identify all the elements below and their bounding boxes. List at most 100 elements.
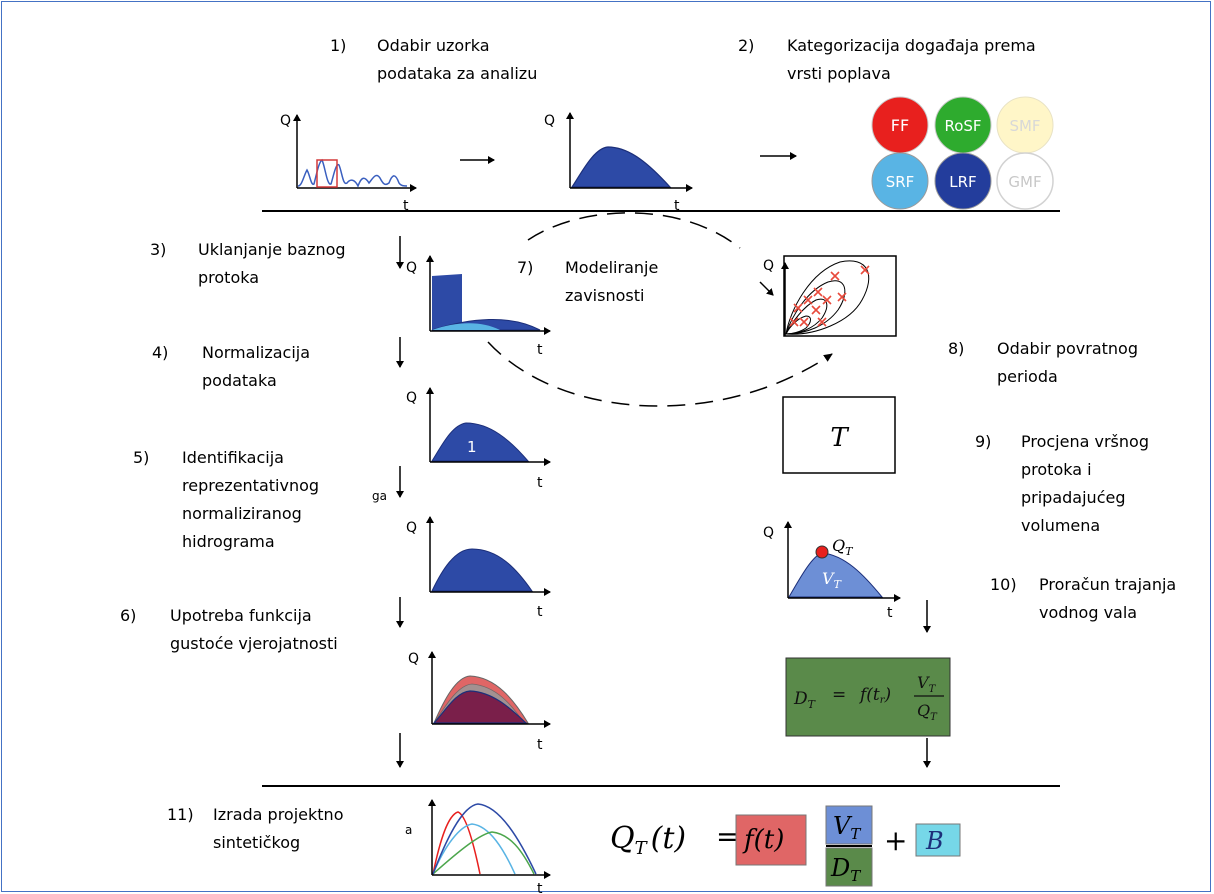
flood-type-gmf-label: GMF	[1008, 173, 1041, 191]
return-period-box: T	[782, 396, 896, 474]
step-8-number: 8)	[948, 339, 965, 358]
normalized-area-label: 1	[467, 438, 477, 456]
step-3-line-2: protoka	[198, 268, 260, 287]
flood-type-lrf: LRF	[934, 152, 992, 210]
duration-formula-eq: =	[832, 685, 846, 705]
fragment-a: a	[405, 823, 412, 837]
step-5-line-4: hidrograma	[182, 532, 275, 551]
step-3-line-1: Uklanjanje baznog	[198, 240, 346, 259]
flood-type-circles: FF RoSF SMF SRF LRF GMF	[871, 96, 1054, 210]
final-formula-den: DT	[830, 854, 861, 885]
step-10-number: 10)	[990, 575, 1017, 594]
dashed-arc-top	[527, 212, 741, 249]
synthetic-t-label: t	[537, 881, 543, 894]
duration-formula-den: QT	[917, 701, 938, 723]
step-5-line-1: Identifikacija	[182, 448, 284, 467]
step-11-line-2: sintetičkog	[213, 833, 301, 852]
pdf-chart: Q t	[408, 651, 551, 753]
step-10-line-2: vodnog vala	[1039, 603, 1138, 622]
peak-v-label: VT	[822, 569, 843, 591]
step-7-line-1: Modeliranje	[565, 258, 659, 277]
dashed-arc-bottom	[487, 341, 833, 407]
final-formula-lhs: QT (t)	[610, 821, 686, 859]
final-formula-f: f(t)	[742, 825, 784, 855]
representative-chart: Q t	[406, 516, 551, 620]
return-period-symbol: T	[830, 423, 849, 453]
step-9-line-2: protoka i	[1021, 460, 1092, 479]
peak-t-axis-label: t	[887, 605, 893, 621]
fragment-ga: ga	[372, 489, 387, 503]
step-1-number: 1)	[330, 36, 347, 55]
flood-type-ff-label: FF	[891, 116, 909, 135]
step-3-number: 3)	[150, 240, 167, 259]
step-4-label: Normalizacija podataka	[202, 339, 310, 395]
peak-q-label: QT	[832, 536, 854, 558]
flood-type-srf-label: SRF	[886, 173, 915, 191]
step-6-line-1: Upotreba funkcija	[170, 606, 312, 625]
final-formula-plus: +	[884, 824, 907, 857]
synthetic-hydrographs-chart: t	[428, 799, 551, 894]
raw-series-chart: Q t	[280, 113, 417, 214]
raw-t-label: t	[403, 198, 409, 214]
flood-type-rosf: RoSF	[934, 96, 992, 154]
step-9-number: 9)	[975, 432, 992, 451]
step-6-number: 6)	[120, 606, 137, 625]
duration-formula-lhs: DT	[793, 689, 817, 711]
event-q-label: Q	[544, 113, 555, 129]
step-2-number: 2)	[738, 36, 755, 55]
duration-formula-func: f(tr)	[858, 685, 891, 706]
peak-q-axis-label: Q	[763, 525, 774, 541]
flood-type-rosf-label: RoSF	[944, 117, 981, 135]
flood-type-smf: SMF	[996, 96, 1054, 154]
baseflow-chart: Q t	[406, 255, 551, 358]
step-4-line-2: podataka	[202, 371, 277, 390]
step-8-line-2: perioda	[997, 367, 1058, 386]
final-formula-b: B	[925, 827, 944, 855]
event-t-label: t	[674, 198, 680, 214]
representative-t-label: t	[537, 604, 543, 620]
peak-volume-chart: Q t QT VT	[763, 521, 901, 621]
step-6-label: Upotreba funkcija gustoće vjerojatnosti	[170, 602, 338, 658]
step-10-label: Proračun trajanja vodnog vala	[1039, 571, 1176, 627]
step-5-label: Identifikacija reprezentativnog normaliz…	[182, 444, 319, 556]
final-formula-num: VT	[833, 812, 861, 843]
step-11-line-1: Izrada projektno	[213, 805, 344, 824]
step-11-number: 11)	[167, 805, 194, 824]
duration-formula-box: DT = f(tr) VT QT	[785, 657, 951, 737]
step-7-line-2: zavisnosti	[565, 286, 645, 305]
copula-chart: Q	[759, 255, 897, 337]
copula-crosses	[789, 265, 870, 327]
step-9-line-3: pripadajućeg	[1021, 488, 1126, 507]
flood-type-ff: FF	[871, 96, 929, 154]
duration-formula-num: VT	[917, 673, 937, 695]
pdf-q-label: Q	[408, 651, 419, 667]
step-1-line-1: Odabir uzorka	[377, 36, 490, 55]
step-1-line-2: podataka za analizu	[377, 64, 538, 83]
step-2-label: Kategorizacija događaja prema vrsti popl…	[787, 32, 1036, 88]
baseflow-t-label: t	[537, 342, 543, 358]
step-9-line-4: volumena	[1021, 516, 1101, 535]
step-7-label: Modeliranje zavisnosti	[565, 254, 658, 310]
normalized-chart: Q t 1	[406, 387, 551, 491]
pdf-t-label: t	[537, 737, 543, 753]
copula-q-label: Q	[763, 258, 774, 274]
step-3-label: Uklanjanje baznog protoka	[198, 236, 346, 292]
step-7-number: 7)	[517, 258, 534, 277]
step-4-line-1: Normalizacija	[202, 343, 311, 362]
step-8-line-1: Odabir povratnog	[997, 339, 1138, 358]
final-formula: QT (t) = f(t) VT DT + B	[610, 805, 961, 887]
step-9-line-1: Procjena vršnog	[1021, 432, 1149, 451]
event-hydrograph-chart: Q t	[544, 112, 693, 214]
step-2-line-2: vrsti poplava	[787, 64, 891, 83]
step-1-label: Odabir uzorka podataka za analizu	[377, 32, 537, 88]
normalized-t-label: t	[537, 475, 543, 491]
baseflow-q-label: Q	[406, 260, 417, 276]
step-5-line-3: normaliziranog	[182, 504, 302, 523]
flood-type-lrf-label: LRF	[949, 173, 976, 191]
step-5-line-2: reprezentativnog	[182, 476, 320, 495]
step-8-label: Odabir povratnog perioda	[997, 335, 1138, 391]
step-2-line-1: Kategorizacija događaja prema	[787, 36, 1036, 55]
step-4-number: 4)	[152, 343, 169, 362]
